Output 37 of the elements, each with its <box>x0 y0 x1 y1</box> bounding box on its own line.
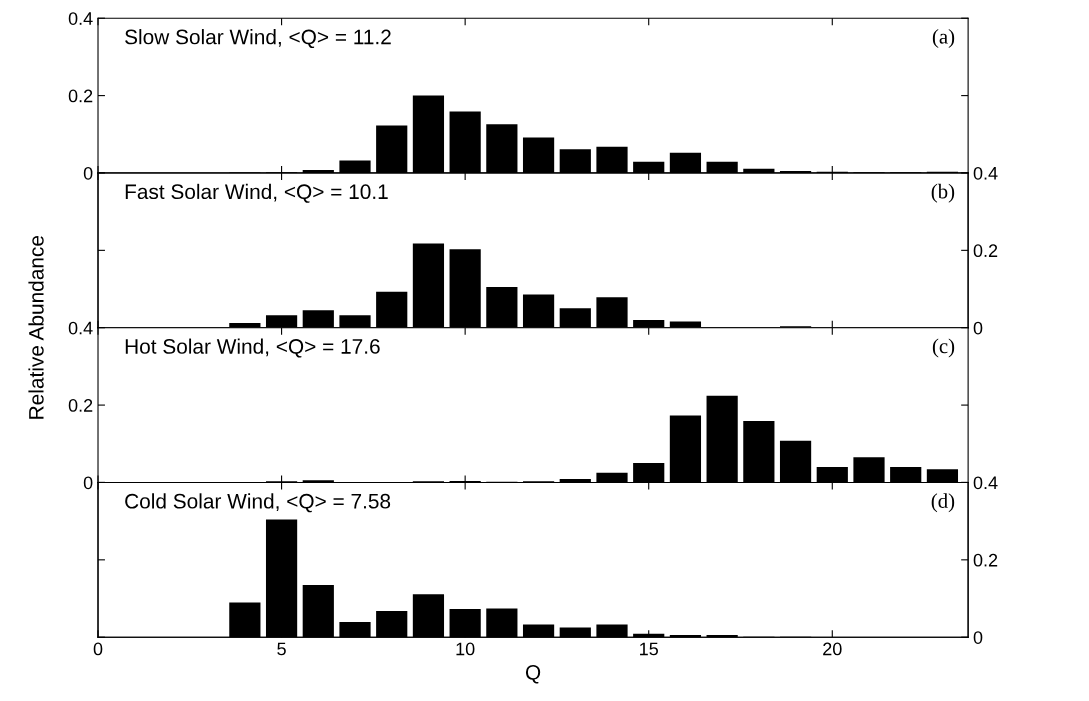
y2-tick-label: 0 <box>973 631 983 644</box>
bar <box>816 466 848 483</box>
x-tick-label: 0 <box>93 642 103 656</box>
y-axis-title: Relative Abundance <box>28 235 44 419</box>
chart-title: Slow Solar Wind, <Q> = 11.2 <box>125 29 391 49</box>
bar <box>669 415 702 483</box>
x-tick-label: 20 <box>823 642 842 656</box>
y-tick-label: 0.4 <box>68 12 93 25</box>
annotation: (b) <box>931 183 955 203</box>
chart-title: Fast Solar Wind, <Q> = 10.1 <box>125 183 388 203</box>
bar <box>779 440 812 483</box>
x-tick-label: 5 <box>277 642 286 656</box>
bar <box>743 420 775 483</box>
bar <box>633 463 665 483</box>
y2-tick-label: 0.2 <box>973 244 998 258</box>
y-tick-label: 0.2 <box>68 399 93 412</box>
x-axis-title: Q <box>525 665 541 684</box>
y2-tick-label: 0.4 <box>973 476 998 490</box>
annotation: (a) <box>932 29 955 48</box>
annotation: (c) <box>932 338 955 358</box>
y2-tick-label: 0 <box>973 321 983 335</box>
y-tick-label: 0.4 <box>68 321 93 335</box>
chart-title: Hot Solar Wind, <Q> = 17.6 <box>125 338 380 358</box>
x-tick-label: 15 <box>640 642 658 656</box>
bar <box>853 457 885 483</box>
bar <box>926 469 959 483</box>
y-tick-label: 0.2 <box>68 89 93 103</box>
bar <box>596 472 628 483</box>
bar <box>706 395 738 483</box>
x-tick-label: 10 <box>456 642 475 656</box>
chart-title: Cold Solar Wind, <Q> = 7.58 <box>125 493 391 513</box>
bar <box>890 466 922 483</box>
y-tick-label: 0 <box>83 166 93 180</box>
y2-tick-label: 0.2 <box>973 553 998 567</box>
y-tick-label: 0 <box>83 476 93 490</box>
annotation: (d) <box>931 493 955 513</box>
y2-tick-label: 0.4 <box>973 166 998 180</box>
